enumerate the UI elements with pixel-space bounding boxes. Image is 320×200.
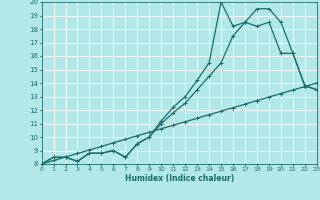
X-axis label: Humidex (Indice chaleur): Humidex (Indice chaleur) [124,174,234,183]
